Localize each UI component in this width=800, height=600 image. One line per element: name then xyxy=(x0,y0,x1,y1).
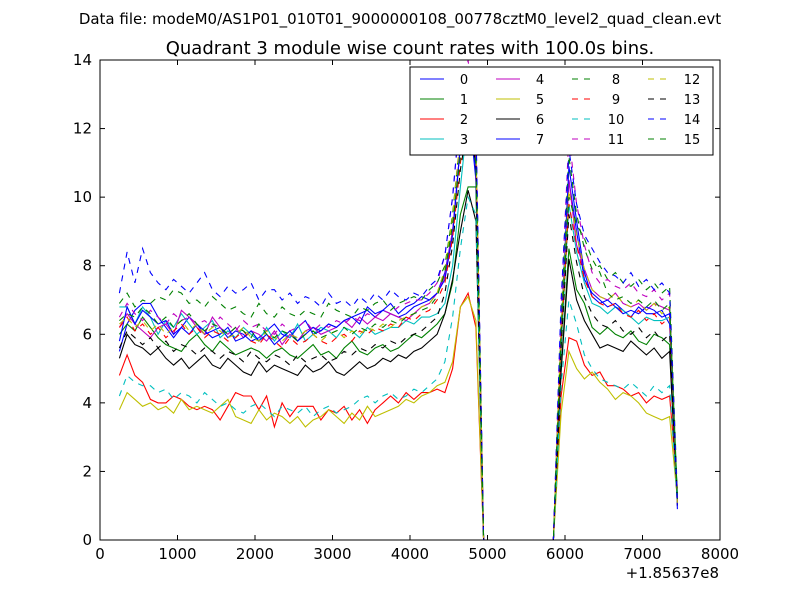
x-tick-label: 1000 xyxy=(158,545,196,563)
legend-label-5: 5 xyxy=(536,93,544,108)
series-line-10 xyxy=(118,195,678,540)
x-tick-label: 4000 xyxy=(391,545,429,563)
series-line-8 xyxy=(118,77,678,540)
series-line-13 xyxy=(118,121,678,540)
legend-label-0: 0 xyxy=(460,73,468,88)
x-tick-label: 6000 xyxy=(546,545,584,563)
x-tick-label: 5000 xyxy=(468,545,506,563)
legend-label-13: 13 xyxy=(684,93,701,108)
series-line-14 xyxy=(118,66,678,540)
legend-label-9: 9 xyxy=(612,93,620,108)
axis-ticks: 0 1000 2000 3000 4000 5000 6000 7000 80000246810… xyxy=(73,51,739,563)
y-tick-label: 12 xyxy=(73,120,92,138)
y-tick-label: 14 xyxy=(73,51,92,69)
x-tick-label: 3000 xyxy=(313,545,351,563)
series-line-7 xyxy=(118,94,678,540)
y-tick-label: 8 xyxy=(82,257,92,275)
legend-label-8: 8 xyxy=(612,73,620,88)
legend-label-4: 4 xyxy=(536,73,544,88)
series-line-15 xyxy=(119,101,678,540)
legend-label-2: 2 xyxy=(460,113,468,128)
legend-label-1: 1 xyxy=(460,93,468,108)
file-suptitle: Data file: modeM0/AS1P01_010T01_90000001… xyxy=(79,10,721,29)
legend-label-10: 10 xyxy=(608,113,625,128)
legend-label-15: 15 xyxy=(684,133,701,148)
chart-title: Quadrant 3 module wise count rates with … xyxy=(166,38,655,59)
legend-label-6: 6 xyxy=(536,113,544,128)
legend-label-11: 11 xyxy=(608,133,625,148)
y-tick-label: 0 xyxy=(82,531,92,549)
legend-label-14: 14 xyxy=(684,113,701,128)
series-line-6 xyxy=(118,190,678,540)
y-tick-label: 10 xyxy=(73,188,92,206)
series-line-12 xyxy=(119,83,678,540)
x-tick-label: 0 xyxy=(95,545,105,563)
y-tick-label: 6 xyxy=(82,325,92,343)
x-tick-label: 7000 xyxy=(623,545,661,563)
series-line-3 xyxy=(119,114,678,540)
x-axis-offset-label: +1.85637e8 xyxy=(626,564,719,582)
series-line-2 xyxy=(118,291,678,540)
series-line-5 xyxy=(118,295,678,540)
x-tick-label: 8000 xyxy=(701,545,739,563)
legend-label-12: 12 xyxy=(684,73,701,88)
x-tick-label: 2000 xyxy=(236,545,274,563)
y-tick-label: 4 xyxy=(82,394,92,412)
legend-label-7: 7 xyxy=(536,133,544,148)
legend-box xyxy=(409,66,714,156)
y-tick-label: 2 xyxy=(82,462,92,480)
legend-label-3: 3 xyxy=(460,133,468,148)
plot-area xyxy=(118,60,678,540)
